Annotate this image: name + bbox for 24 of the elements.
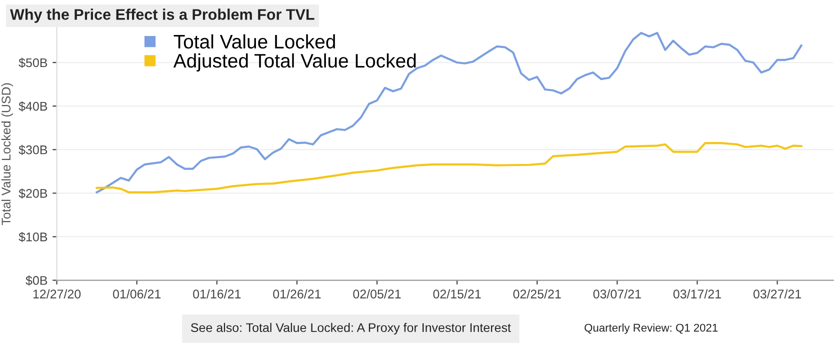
y-tick-label: $30B [18, 144, 48, 156]
line-series [96, 32, 802, 194]
x-tick-label: 12/27/20 [33, 289, 81, 298]
y-axis-title: Total Value Locked (USD) [1, 83, 13, 226]
y-tick-label: $0B [26, 276, 48, 286]
chart-title: Why the Price Effect is a Problem For TVL [10, 8, 314, 23]
text: Quarterly Review: Q1 2021 [584, 324, 718, 334]
x-tick-label: 01/16/21 [193, 289, 241, 298]
x-tick-label: 02/25/21 [513, 289, 561, 298]
line-series [96, 142, 802, 194]
y-tick-label: $50B [18, 58, 48, 68]
legend-label: Total Value Locked [174, 34, 335, 49]
y-tick-label: $40B [18, 101, 48, 112]
legend-label: Adjusted Total Value Locked [173, 53, 416, 72]
text: See also: Total Value Locked: A Proxy for Investor Interest [190, 322, 511, 335]
x-tick-label: 02/15/21 [433, 289, 481, 298]
x-tick-label: 01/06/21 [113, 289, 161, 298]
y-tick-label: $20B [18, 188, 48, 199]
x-tick-label: 01/26/21 [273, 289, 321, 298]
y-tick-label: $10B [18, 232, 48, 242]
x-tick-label: 02/05/21 [353, 289, 401, 298]
x-tick-label: 03/17/21 [673, 289, 721, 298]
x-tick-label: 03/27/21 [753, 289, 802, 298]
x-tick-label: 03/07/21 [593, 289, 641, 298]
